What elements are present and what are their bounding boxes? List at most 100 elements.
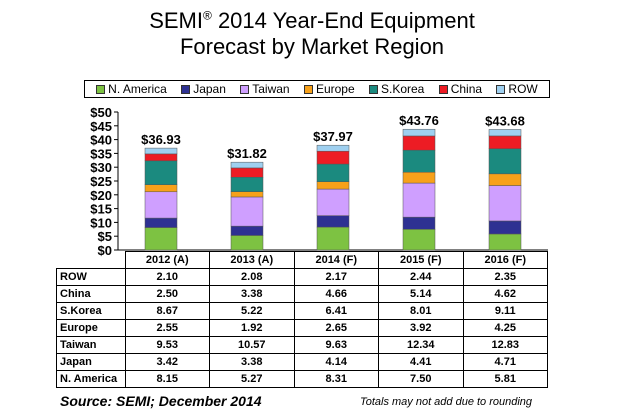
legend-label: Japan xyxy=(193,82,226,96)
legend-swatch xyxy=(181,84,191,94)
table-cell: 5.27 xyxy=(209,370,295,388)
bar-segment xyxy=(144,191,178,219)
bar-segment xyxy=(316,215,350,228)
y-tick-label: $25 xyxy=(90,174,112,189)
chart-legend: N. America Japan Taiwan Europe S.Korea China R… xyxy=(84,80,550,98)
y-tick-label: $10 xyxy=(90,215,112,230)
row-label: China xyxy=(56,285,126,303)
y-tick-label: $50 xyxy=(90,105,112,120)
legend-item: Japan xyxy=(181,82,226,96)
legend-label: ROW xyxy=(508,82,538,96)
bar-segment xyxy=(402,229,436,251)
table-cell: 2.55 xyxy=(124,319,210,337)
bar-segment xyxy=(488,129,522,137)
total-label: $31.82 xyxy=(227,146,267,161)
bar-segment xyxy=(402,128,436,137)
legend-swatch xyxy=(496,84,506,94)
bar-segment xyxy=(144,147,178,155)
bar-segment xyxy=(316,226,350,251)
table-cell: 6.41 xyxy=(293,302,379,320)
table-cell: 4.25 xyxy=(462,319,548,337)
table-cell: 4.14 xyxy=(293,353,379,371)
row-label: N. America xyxy=(56,370,126,388)
table-cell: 1.92 xyxy=(209,319,295,337)
bar-segment xyxy=(144,217,178,228)
rounding-note: Totals may not add due to rounding xyxy=(360,396,533,408)
table-cell: 5.81 xyxy=(462,370,548,388)
y-tick-label: $45 xyxy=(90,119,112,134)
bar-segment xyxy=(402,135,436,151)
legend-item: China xyxy=(438,82,483,96)
bar-segment xyxy=(488,148,522,175)
total-label: $36.93 xyxy=(141,132,181,147)
legend-item: Taiwan xyxy=(240,82,290,96)
bar-segment xyxy=(144,153,178,162)
table-cell: 7.50 xyxy=(378,370,464,388)
legend-label: Taiwan xyxy=(252,82,290,96)
y-tick-label: $35 xyxy=(90,146,112,161)
title-rest: 2014 Year-End Equipment xyxy=(211,8,475,33)
table-cell: 9.63 xyxy=(293,336,379,354)
table-header-cell: 2013 (A) xyxy=(209,251,295,269)
table-cell: 4.41 xyxy=(378,353,464,371)
table-cell: 5.14 xyxy=(378,285,464,303)
table-header-cell: 2014 (F) xyxy=(293,251,379,269)
table-cell: 2.10 xyxy=(124,268,210,286)
chart-title: SEMI® 2014 Year-End Equipment Forecast b… xyxy=(0,8,624,60)
y-tick-label: $5 xyxy=(98,229,112,244)
table-row: Japan 3.42 3.38 4.14 4.41 4.71 xyxy=(56,353,548,371)
table-header-cell: 2015 (F) xyxy=(378,251,464,269)
y-tick-label: $20 xyxy=(90,188,112,203)
table-cell: 9.11 xyxy=(462,302,548,320)
table-cell: 2.65 xyxy=(293,319,379,337)
table-cell: 2.08 xyxy=(209,268,295,286)
table-header-cell: 2016 (F) xyxy=(462,251,548,269)
bar-segment xyxy=(230,196,264,227)
bar-segment xyxy=(230,167,264,178)
legend-item: N. America xyxy=(96,82,167,96)
table-corner xyxy=(56,251,126,269)
title-line-1: SEMI® 2014 Year-End Equipment xyxy=(0,8,624,34)
bar-segment xyxy=(316,163,350,182)
table-row: Europe 2.55 1.92 2.65 3.92 4.25 xyxy=(56,319,548,337)
data-table: 2012 (A) 2013 (A) 2014 (F) 2015 (F) 2016 (F)… xyxy=(56,251,548,388)
row-label: Taiwan xyxy=(56,336,126,354)
table-cell: 2.50 xyxy=(124,285,210,303)
legend-swatch xyxy=(303,84,313,94)
table-cell: 2.17 xyxy=(293,268,379,286)
bar-segment xyxy=(144,160,178,185)
bar-segment xyxy=(488,135,522,149)
bar-segment xyxy=(488,185,522,222)
legend-swatch xyxy=(240,84,250,94)
bar-segment xyxy=(230,191,264,198)
table-row: S.Korea 8.67 5.22 6.41 8.01 9.11 xyxy=(56,302,548,320)
total-label: $37.97 xyxy=(313,129,353,144)
table-cell: 2.44 xyxy=(378,268,464,286)
y-tick-label: $30 xyxy=(90,160,112,175)
bar-segment xyxy=(488,173,522,186)
bar-segment xyxy=(230,225,264,236)
table-cell: 2.35 xyxy=(462,268,548,286)
y-tick-label: $15 xyxy=(90,202,112,217)
title-registered-mark: ® xyxy=(202,8,212,23)
legend-item: Europe xyxy=(303,82,355,96)
table-row: Taiwan 9.53 10.57 9.63 12.34 12.83 xyxy=(56,336,548,354)
table-cell: 9.53 xyxy=(124,336,210,354)
table-cell: 12.83 xyxy=(462,336,548,354)
bar-segment xyxy=(230,235,264,251)
table-cell: 3.42 xyxy=(124,353,210,371)
bar-segment xyxy=(316,150,350,165)
bar-segment xyxy=(230,176,264,192)
table-header-cell: 2012 (A) xyxy=(124,251,210,269)
bar-segment xyxy=(402,149,436,173)
bar-segment xyxy=(230,161,264,169)
bar-segment xyxy=(144,227,178,251)
legend-swatch xyxy=(369,84,378,94)
bar-segment xyxy=(488,233,522,251)
row-label: Europe xyxy=(56,319,126,337)
legend-label: China xyxy=(450,82,483,96)
bar-segment xyxy=(144,184,178,193)
table-header-row: 2012 (A) 2013 (A) 2014 (F) 2015 (F) 2016 (F) xyxy=(56,251,548,269)
table-body: ROW 2.10 2.08 2.17 2.44 2.35 China 2.50 3.38 4.66… xyxy=(56,268,548,388)
